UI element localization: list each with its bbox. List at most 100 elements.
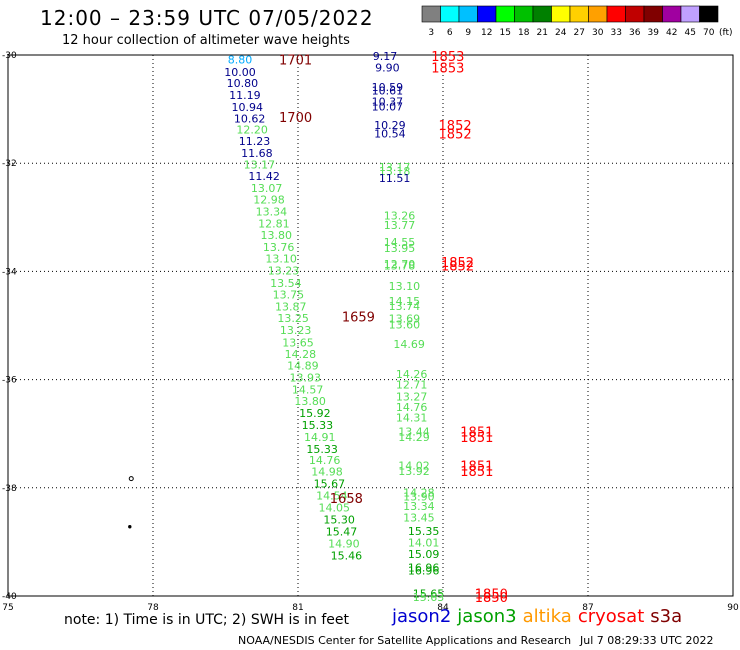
legend-label-33: 33 — [611, 28, 622, 38]
track-west-wave-height: 15.92 — [299, 407, 331, 420]
track-east-wave-height: 13.92 — [398, 465, 430, 478]
pass-time-label: 1851 — [460, 460, 493, 475]
track-east-wave-height: 14.02 — [398, 460, 430, 473]
satellite-key: jason2 jason3 altika cryosat s3a — [392, 606, 688, 627]
track-west-wave-height: 11.23 — [239, 135, 271, 148]
legend-label-24: 24 — [555, 28, 567, 38]
lon-tick-label: 78 — [147, 603, 159, 613]
legend-label-36: 36 — [629, 28, 641, 38]
track-west-wave-height: 14.28 — [285, 348, 317, 361]
track-east-wave-height: 13.90 — [403, 490, 435, 503]
track-west-wave-height: 14.76 — [309, 454, 341, 467]
track-west-wave-height: 13.23 — [268, 264, 300, 277]
track-west-wave-height: 10.94 — [232, 101, 264, 114]
track-east-wave-height: 15.09 — [408, 548, 440, 561]
lat-tick-label: -36 — [2, 376, 17, 386]
island-marker — [128, 525, 132, 529]
track-east-wave-height: 13.10 — [389, 280, 421, 293]
track-west-wave-height: 14.05 — [319, 501, 351, 514]
track-east-wave-height: 11.51 — [379, 172, 411, 185]
track-east-wave-height: 13.74 — [389, 300, 421, 313]
pass-time-label: 1850 — [475, 591, 508, 606]
lon-tick-label: 87 — [582, 603, 593, 613]
track-east-wave-height: 9.90 — [375, 61, 400, 74]
track-east-wave-height: 12.71 — [396, 378, 428, 391]
legend-label-18: 18 — [518, 28, 530, 38]
track-west-wave-height: 13.80 — [261, 229, 293, 242]
track-east-wave-height: 13.60 — [389, 318, 421, 331]
track-west-wave-height: 10.80 — [227, 77, 259, 90]
track-west-wave-height: 15.67 — [314, 477, 346, 490]
track-west-wave-height: 15.33 — [306, 443, 338, 456]
legend-label-15: 15 — [500, 28, 511, 38]
track-west-wave-height: 15.47 — [326, 526, 358, 539]
pass-time-label: 1853 — [431, 50, 464, 65]
track-west-wave-height: 13.54 — [270, 277, 302, 290]
track-east-wave-height: 9.17 — [373, 50, 398, 63]
track-east-wave-height: 10.54 — [374, 127, 406, 140]
track-east-wave-height: 16.96 — [408, 565, 440, 578]
track-west-wave-height: 13.34 — [256, 205, 288, 218]
satellite-cryosat: cryosat — [577, 606, 645, 627]
pass-time-label: 1700 — [279, 111, 312, 126]
wave-height-legend: 3 6 9 12 15 18 21 24 27 30 33 36 39 42 45 70 (ft) — [421, 5, 733, 38]
track-west-wave-height: 13.25 — [277, 312, 309, 325]
pass-time-label: 1851 — [460, 465, 493, 480]
pass-time-label: 1851 — [460, 431, 493, 446]
map-subtitle: 12 hour collection of altimeter wave hei… — [62, 33, 350, 48]
legend-label-3: 3 — [428, 28, 434, 38]
legend-label-70: 70 — [703, 28, 715, 38]
pass-time-label: 1850 — [475, 587, 508, 602]
track-east-wave-height: 13.18 — [379, 165, 411, 178]
legend-label-42: 42 — [666, 28, 677, 38]
legend-label-12: 12 — [481, 28, 492, 38]
track-east-wave-height: 14.26 — [396, 368, 428, 381]
map-frame — [7, 54, 734, 597]
legend-swatch-70 — [699, 5, 719, 23]
legend-label-45: 45 — [685, 28, 696, 38]
track-west-wave-height: 15.46 — [331, 549, 363, 562]
track-west-wave-height: 13.17 — [244, 158, 276, 171]
legend-label-27: 27 — [574, 28, 585, 38]
pass-time-label: 1852 — [441, 256, 474, 271]
track-west-wave-height: 14.57 — [292, 383, 324, 396]
track-west-wave-height: 14.89 — [287, 360, 319, 373]
pass-time-label: 1851 — [460, 426, 493, 441]
track-west-wave-height: 12.81 — [258, 217, 290, 230]
track-west-wave-height: 14.91 — [304, 431, 336, 444]
pass-time-label: 1852 — [441, 259, 474, 274]
track-west-wave-height: 10.00 — [224, 66, 256, 79]
track-east-wave-height: 13.95 — [384, 242, 416, 255]
track-east-wave-height: 13.77 — [384, 219, 416, 232]
lat-tick-label: -38 — [2, 484, 17, 494]
legend-unit: (ft) — [719, 28, 733, 38]
track-east-wave-height: 13.34 — [403, 500, 435, 513]
footnote: note: 1) Time is in UTC; 2) SWH is in fe… — [64, 612, 350, 628]
lat-tick-label: -30 — [2, 51, 17, 61]
legend-label-9: 9 — [465, 28, 471, 38]
track-east-wave-height: 10.07 — [372, 100, 404, 113]
lon-tick-label: 90 — [727, 603, 739, 613]
track-east-wave-height: 13.27 — [396, 390, 428, 403]
satellite-jason2: jason2 — [392, 606, 452, 627]
track-east-wave-height: 15.63 — [413, 591, 445, 604]
track-east-wave-height: 14.69 — [393, 338, 425, 351]
track-west-wave-height: 11.19 — [229, 89, 261, 102]
track-east-wave-height: 14.76 — [396, 401, 428, 414]
track-east-wave-height: 16.96 — [408, 561, 440, 574]
lat-tick-label: -32 — [2, 159, 17, 169]
satellite-altika: altika — [522, 606, 572, 627]
track-west-wave-height: 14.54 — [316, 489, 348, 502]
track-east-wave-height: 14.31 — [396, 411, 428, 424]
track-east-wave-height: 13.45 — [403, 512, 435, 525]
pass-time-label: 1658 — [330, 492, 363, 507]
track-west-wave-height: 13.23 — [280, 324, 312, 337]
track-west-wave-height: 11.42 — [248, 170, 280, 183]
lon-tick-label: 75 — [2, 603, 13, 613]
track-east-wave-height: 10.61 — [372, 85, 404, 98]
lat-tick-label: -34 — [2, 267, 17, 277]
track-west-wave-height: 13.87 — [275, 301, 307, 314]
track-east-wave-height: 13.78 — [384, 259, 416, 272]
pass-time-label: 1659 — [342, 310, 375, 325]
track-east-wave-height: 12.70 — [384, 258, 416, 271]
